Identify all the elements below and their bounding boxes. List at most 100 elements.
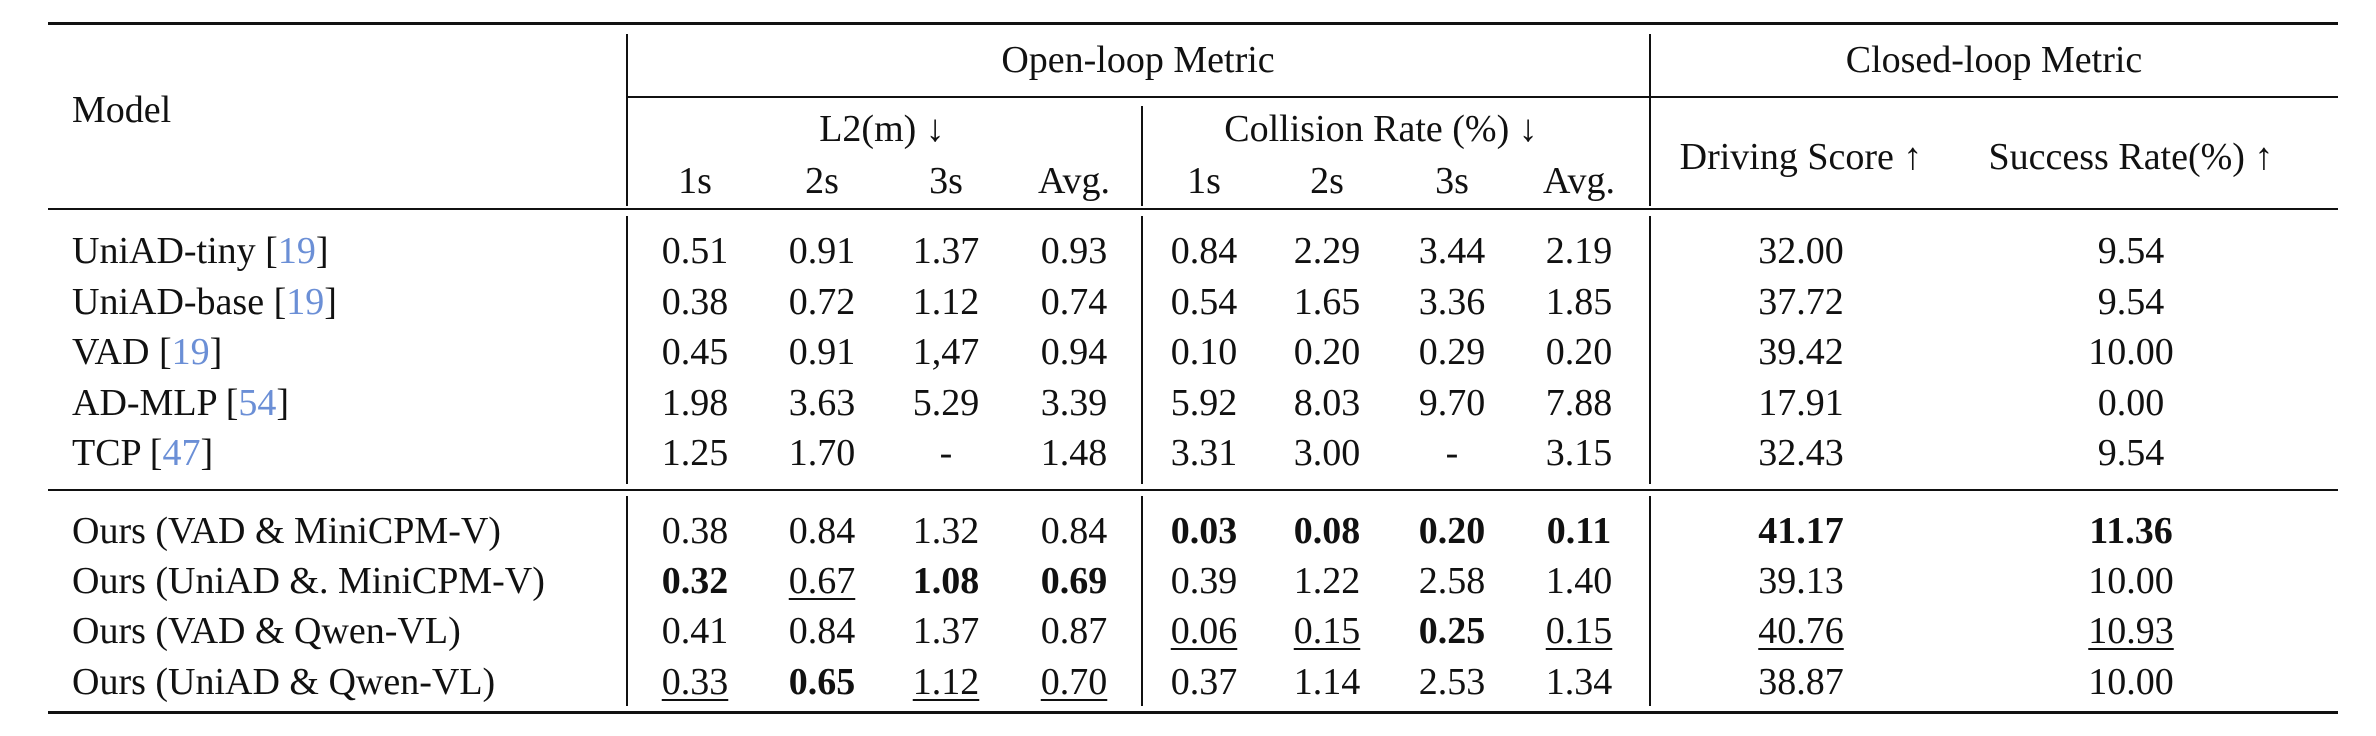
table-cell: 0.39 xyxy=(1170,560,1238,602)
table-cell: 2.58 xyxy=(1418,560,1486,602)
header-model: Model xyxy=(72,89,172,131)
table-cell: 0.03 xyxy=(1170,510,1238,552)
table-cell: 40.76 xyxy=(1758,610,1844,652)
table-cell: 1.14 xyxy=(1293,661,1361,703)
table-cell: 2.53 xyxy=(1418,661,1486,703)
table-cell: 0.87 xyxy=(1040,610,1108,652)
table-cell: 3.44 xyxy=(1418,230,1486,272)
table-cell: 1,47 xyxy=(912,331,980,373)
table-cell: 0.20 xyxy=(1293,331,1361,373)
table-cell: 0.67 xyxy=(788,560,856,602)
table-cell: 0.45 xyxy=(661,331,729,373)
table-cell: 0.41 xyxy=(661,610,729,652)
table-cell: 1.85 xyxy=(1545,281,1613,323)
table-cell: 3.00 xyxy=(1293,432,1361,474)
model-label: UniAD-base xyxy=(72,281,274,323)
bottom-rule xyxy=(48,711,2338,714)
table-cell: 0.00 xyxy=(2097,382,2165,424)
table-cell: 0.84 xyxy=(788,610,856,652)
table-cell: 0.06 xyxy=(1170,610,1238,652)
table-cell: 1.40 xyxy=(1545,560,1613,602)
table-cell: 41.17 xyxy=(1758,510,1844,552)
open-loop-rule xyxy=(627,96,1649,98)
table-cell: 0.33 xyxy=(661,661,729,703)
table-cell: 1.34 xyxy=(1545,661,1613,703)
table-cell: 17.91 xyxy=(1758,382,1844,424)
vrule-closed-b2 xyxy=(1649,496,1651,706)
header-l2: L2(m) ↓ xyxy=(819,108,945,150)
table-cell: 3.39 xyxy=(1040,382,1108,424)
table-cell: 0.37 xyxy=(1170,661,1238,703)
table-cell: 9.70 xyxy=(1418,382,1486,424)
table-cell: 1.70 xyxy=(788,432,856,474)
group-rule xyxy=(48,489,2338,491)
table-cell: 3.63 xyxy=(788,382,856,424)
citation-link[interactable]: 47 xyxy=(162,432,201,474)
table-cell: 1.25 xyxy=(661,432,729,474)
subheader-l2-1s: 1s xyxy=(678,160,712,202)
vrule-l2-b2 xyxy=(1141,496,1143,706)
vrule-model-b1 xyxy=(626,216,628,484)
table-cell: 1.48 xyxy=(1040,432,1108,474)
row-model-name: TCP [47] xyxy=(72,432,214,474)
row-model-name: Ours (UniAD & Qwen-VL) xyxy=(72,663,495,701)
table-cell: 0.38 xyxy=(661,281,729,323)
closed-loop-rule xyxy=(1651,96,2338,98)
table-cell: 0.65 xyxy=(788,661,856,703)
vrule-l2 xyxy=(1141,106,1143,206)
table-cell: 0.20 xyxy=(1418,510,1486,552)
table-cell: 39.42 xyxy=(1758,331,1844,373)
table-cell: 0.10 xyxy=(1170,331,1238,373)
model-label: Ours (UniAD & Qwen-VL) xyxy=(72,661,496,703)
vrule-l2-b1 xyxy=(1141,216,1143,484)
table-cell: 0.20 xyxy=(1545,331,1613,373)
citation-link[interactable]: 19 xyxy=(171,331,210,373)
table-cell: 0.84 xyxy=(788,510,856,552)
table-cell: 3.15 xyxy=(1545,432,1613,474)
row-model-name: UniAD-base [19] xyxy=(72,281,337,323)
table-cell: 10.00 xyxy=(2088,661,2174,703)
row-model-name: Ours (VAD & MiniCPM-V) xyxy=(72,512,501,550)
row-model-name: AD-MLP [54] xyxy=(72,382,290,424)
table-cell: 0.38 xyxy=(661,510,729,552)
header-open-loop: Open-loop Metric xyxy=(1001,39,1275,81)
table-cell: 0.72 xyxy=(788,281,856,323)
row-model-name: Ours (VAD & Qwen-VL) xyxy=(72,612,461,650)
table-cell: 0.51 xyxy=(661,230,729,272)
table-cell: 1.08 xyxy=(912,560,980,602)
model-label: Ours (VAD & Qwen-VL) xyxy=(72,610,461,652)
table-cell: 10.00 xyxy=(2088,560,2174,602)
table-cell: 10.00 xyxy=(2088,331,2174,373)
vrule-closed xyxy=(1649,34,1651,206)
citation-link[interactable]: 54 xyxy=(238,382,277,424)
model-label: TCP xyxy=(72,432,150,474)
table-cell: 8.03 xyxy=(1293,382,1361,424)
table-cell: 5.29 xyxy=(912,382,980,424)
table-cell: 1.22 xyxy=(1293,560,1361,602)
table-cell: 2.19 xyxy=(1545,230,1613,272)
table-cell: 0.15 xyxy=(1293,610,1361,652)
table-cell: 3.31 xyxy=(1170,432,1238,474)
table-cell: 1.98 xyxy=(661,382,729,424)
model-label: UniAD-tiny xyxy=(72,230,266,272)
model-label: AD-MLP xyxy=(72,382,226,424)
table-cell: 39.13 xyxy=(1758,560,1844,602)
table-cell: 32.43 xyxy=(1758,432,1844,474)
table-cell: 0.08 xyxy=(1293,510,1361,552)
table-cell: 0.74 xyxy=(1040,281,1108,323)
table-cell: 0.69 xyxy=(1040,560,1108,602)
header-driving-score: Driving Score ↑ xyxy=(1679,136,1923,178)
subheader-col-3s: 3s xyxy=(1435,160,1469,202)
header-rule xyxy=(48,208,2338,210)
citation-link[interactable]: 19 xyxy=(277,230,316,272)
table-cell: 1.65 xyxy=(1293,281,1361,323)
table-cell: 0.11 xyxy=(1546,510,1612,552)
table-cell: 7.88 xyxy=(1545,382,1613,424)
table-cell: 0.91 xyxy=(788,331,856,373)
vrule-model xyxy=(626,34,628,206)
table-cell: 0.29 xyxy=(1418,331,1486,373)
table-cell: 0.94 xyxy=(1040,331,1108,373)
vrule-model-b2 xyxy=(626,496,628,706)
model-label: VAD xyxy=(72,331,159,373)
citation-link[interactable]: 19 xyxy=(286,281,325,323)
